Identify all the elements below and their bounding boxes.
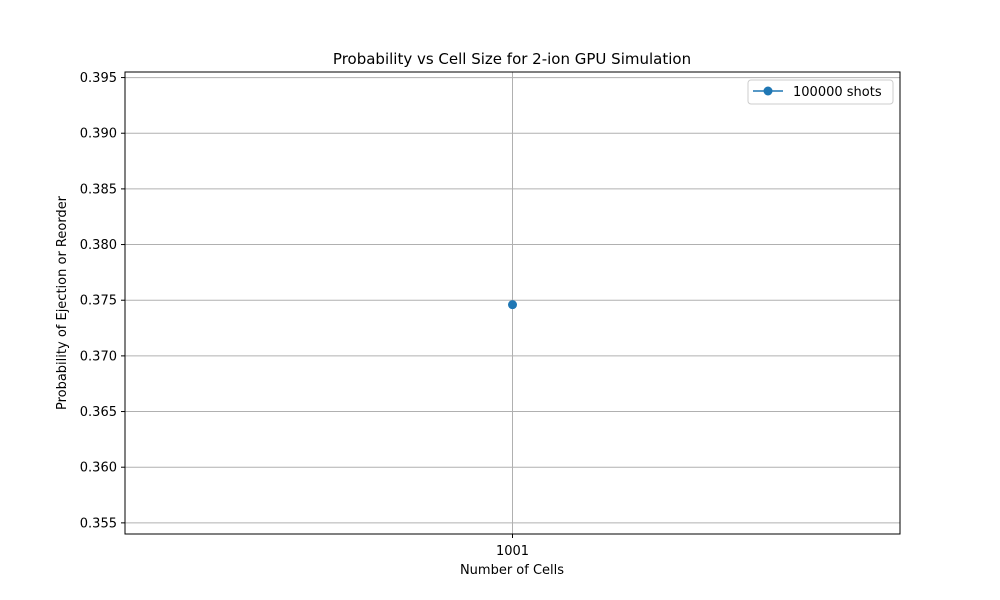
y-tick-label: 0.380 — [80, 238, 117, 253]
y-tick-label: 0.385 — [80, 182, 117, 197]
x-tick-label: 1001 — [496, 544, 529, 559]
y-tick-label: 0.370 — [80, 349, 117, 364]
x-axis-label: Number of Cells — [460, 563, 564, 578]
series-layer — [508, 300, 517, 310]
legend: 100000 shots — [747, 79, 894, 105]
data-point — [508, 300, 517, 310]
y-tick-label: 0.375 — [80, 294, 117, 309]
chart-title: Probability vs Cell Size for 2-ion GPU S… — [333, 50, 691, 68]
y-axis: 0.355 0.360 0.365 0.370 0.375 0.380 0.385 0.390… — [80, 71, 125, 531]
y-tick-label: 0.395 — [80, 71, 117, 86]
x-axis: 1001 — [496, 534, 529, 559]
legend-label: 100000 shots — [793, 85, 882, 100]
legend-marker-swatch — [763, 86, 773, 96]
y-axis-label: Probability of Ejection or Reorder — [55, 195, 70, 410]
y-tick-label: 0.390 — [80, 127, 117, 142]
legend-frame — [747, 79, 894, 105]
y-tick-label: 0.355 — [80, 516, 117, 531]
y-tick-label: 0.365 — [80, 405, 117, 420]
y-tick-label: 0.360 — [80, 461, 117, 476]
